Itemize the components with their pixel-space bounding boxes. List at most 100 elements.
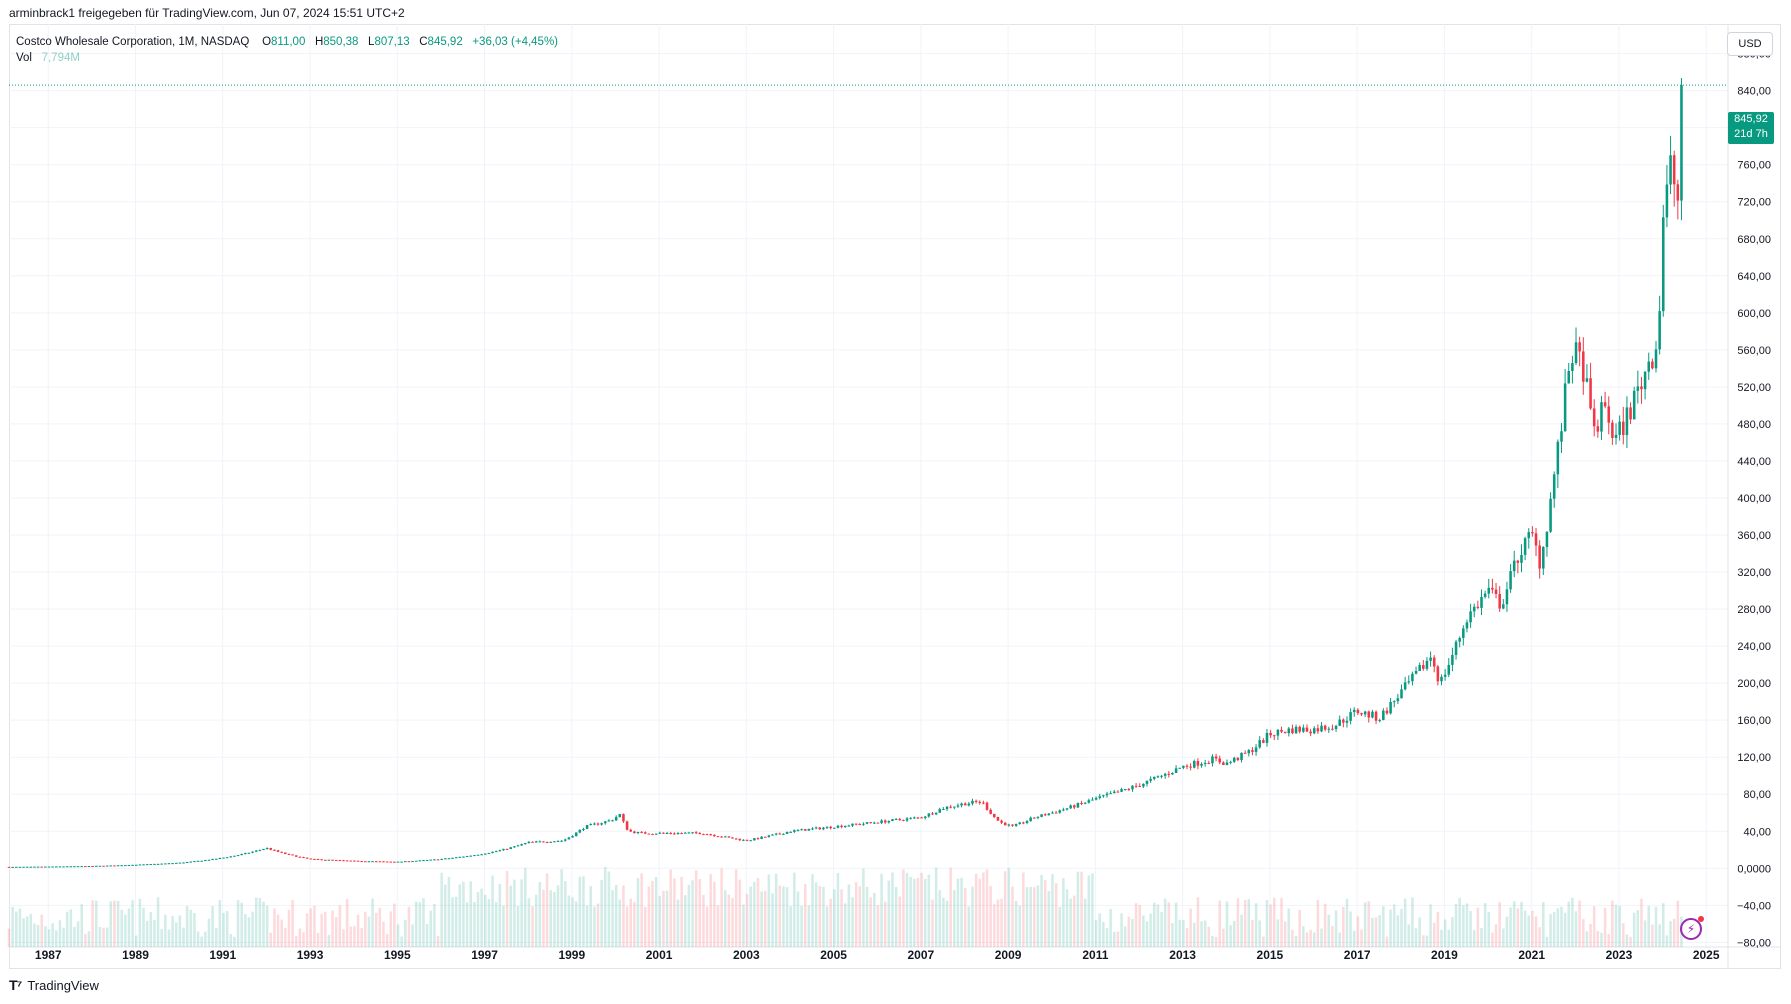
volume-bar <box>1476 907 1480 947</box>
volume-bar <box>978 878 982 947</box>
candle-body <box>720 836 723 838</box>
candle-body <box>680 832 683 834</box>
volume-bar <box>982 872 985 947</box>
candle-body <box>876 822 880 824</box>
candle-body <box>505 848 509 850</box>
candle-body <box>393 861 396 863</box>
open-value: 811,00 <box>271 36 306 48</box>
candle-body <box>1174 768 1178 774</box>
candle-body <box>1294 726 1298 734</box>
volume-bar <box>1392 904 1396 947</box>
volume-bar <box>887 880 891 947</box>
candle-body <box>273 849 276 851</box>
candle-body <box>731 837 734 839</box>
candle-body <box>778 833 782 835</box>
lightning-icon[interactable]: ⚡ <box>1680 918 1702 940</box>
volume-bar <box>891 872 894 947</box>
volume-bar <box>1051 874 1054 947</box>
volume-bar <box>1167 902 1171 947</box>
candle-body <box>1371 711 1374 718</box>
currency-button[interactable]: USD <box>1727 32 1773 56</box>
volume-bar <box>1062 878 1065 947</box>
volume-bar <box>516 905 520 947</box>
close-label: C <box>419 36 428 48</box>
volume-bar <box>1625 934 1629 947</box>
volume-bar <box>69 909 73 947</box>
volume-bar <box>1254 903 1258 947</box>
volume-bar <box>1349 911 1352 947</box>
candle-body <box>324 859 327 861</box>
candle-body <box>1520 554 1523 563</box>
volume-bar <box>1578 900 1581 947</box>
candle-body <box>138 864 142 866</box>
volume-label[interactable]: Vol <box>16 52 32 64</box>
candle-body <box>142 864 145 866</box>
symbol-title[interactable]: Costco Wholesale Corporation, 1M, NASDAQ <box>16 36 250 48</box>
volume-bar <box>1403 898 1407 947</box>
volume-bar <box>531 906 534 947</box>
volume-bar <box>1618 905 1621 947</box>
volume-bar <box>589 886 592 947</box>
volume-bar <box>607 871 611 947</box>
candle-body <box>1196 761 1200 766</box>
candle-body <box>963 803 967 806</box>
volume-bar <box>1396 915 1400 947</box>
candle-body <box>87 865 91 867</box>
candle-body <box>276 850 280 852</box>
candle-body <box>1669 155 1672 185</box>
volume-bar <box>1040 874 1043 947</box>
candle-body <box>433 859 436 861</box>
volume-bar <box>1163 898 1167 947</box>
candle-body <box>1113 791 1116 794</box>
candle-body <box>1003 822 1007 826</box>
candle-body <box>269 847 273 850</box>
candle-body <box>156 863 160 865</box>
candle-body <box>923 816 927 819</box>
x-tick-label: 1993 <box>297 948 324 962</box>
candle-body <box>822 827 825 830</box>
volume-bar <box>1043 879 1047 947</box>
volume-bar <box>524 867 527 947</box>
footer[interactable]: T⁷ TradingView <box>9 977 99 993</box>
candle-body <box>1567 371 1571 384</box>
volume-bar <box>1651 924 1654 947</box>
candle-body <box>1607 406 1611 423</box>
y-tick-label: 280,00 <box>1737 604 1771 616</box>
candle-body <box>1094 797 1098 800</box>
volume-bar <box>1145 921 1149 947</box>
volume-bar <box>1640 898 1643 947</box>
candle-body <box>629 829 632 832</box>
y-tick-label: 520,00 <box>1737 382 1771 394</box>
volume-bar <box>407 906 411 947</box>
candle-body <box>800 829 803 831</box>
volume-bar <box>727 894 731 947</box>
candle-body <box>1578 342 1581 352</box>
volume-bar <box>782 886 785 947</box>
candle-body <box>607 820 611 822</box>
candle-body <box>1087 800 1091 803</box>
candle-body <box>25 866 29 868</box>
volume-bar <box>1574 911 1578 947</box>
candle-body <box>1560 431 1563 442</box>
candle-body <box>313 858 316 860</box>
candle-body <box>1131 785 1134 790</box>
volume-bar <box>1232 920 1236 947</box>
volume-bar <box>574 901 578 947</box>
candle-body <box>1436 666 1440 682</box>
candle-body <box>1643 371 1647 390</box>
volume-bar <box>294 936 298 947</box>
volume-bar <box>1556 908 1560 947</box>
volume-bar <box>356 914 360 947</box>
chart-frame[interactable] <box>9 24 1781 969</box>
candle-body <box>585 824 589 829</box>
volume-bar <box>1629 936 1632 947</box>
candle-body <box>378 861 382 863</box>
candle-body <box>524 843 527 845</box>
y-tick-label: 760,00 <box>1737 160 1771 172</box>
y-tick-label: 360,00 <box>1737 530 1771 542</box>
volume-bar <box>1512 901 1516 947</box>
volume-bar <box>1643 920 1647 947</box>
volume-bar <box>1182 919 1185 947</box>
volume-bar <box>1436 911 1440 947</box>
